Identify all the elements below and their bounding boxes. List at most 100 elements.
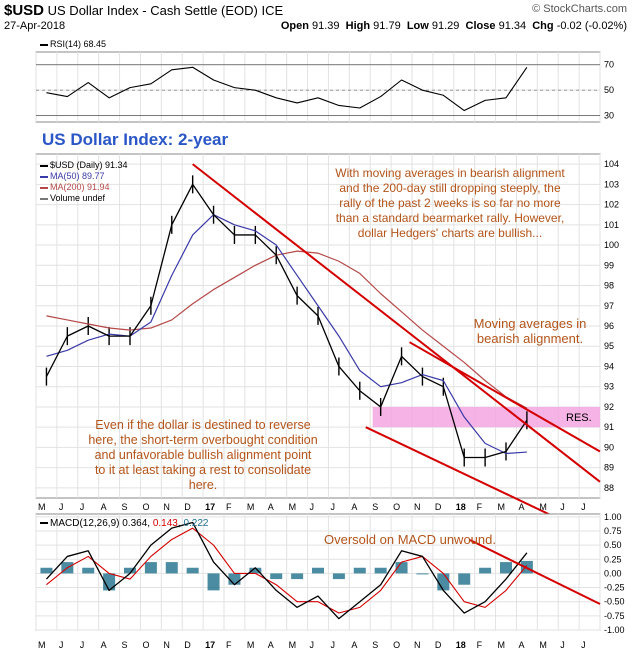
x-tick-label: M	[247, 502, 255, 512]
macd-label: MACD(12,26,9) 0.364, 0.143, 0.222	[40, 518, 208, 529]
x-tick-label: J	[59, 502, 64, 512]
y-tick-label: 89	[604, 463, 614, 473]
annotation-top: With moving averages in bearish alignmen…	[335, 166, 565, 240]
y-tick-label: 101	[604, 220, 619, 230]
x-tick-label: J	[330, 502, 335, 512]
x-tick-label: J	[330, 640, 335, 650]
macd-histogram-bar	[103, 573, 116, 591]
macd-histogram-bar	[312, 567, 324, 574]
y-tick-label: 99	[604, 260, 614, 270]
x-tick-label: A	[101, 502, 107, 512]
x-tick-label: N	[163, 502, 170, 512]
x-tick-label: O	[142, 640, 149, 650]
y-tick-label: 0.75	[604, 526, 622, 536]
x-tick-label: M	[498, 640, 506, 650]
macd-histogram-bar	[82, 567, 95, 574]
x-tick-label: J	[59, 640, 64, 650]
y-tick-label: 102	[604, 200, 619, 210]
legend-ma200: MA(200) 91.94	[40, 182, 128, 193]
signal-value: 0.143	[152, 518, 178, 529]
macd-signal-line	[46, 527, 528, 614]
macd-histogram-bar	[124, 567, 136, 574]
x-tick-label: J	[581, 502, 586, 512]
hist-value: 0.222	[183, 518, 209, 529]
macd-histogram-bar	[186, 567, 199, 574]
x-tick-label: N	[414, 640, 421, 650]
macd-histogram-bar	[207, 573, 220, 591]
x-tick-label: F	[477, 502, 483, 512]
x-tick-label: O	[393, 640, 400, 650]
legend-usd: $USD (Daily) 91.34	[40, 160, 128, 171]
macd-value: 0.364	[122, 518, 148, 529]
macd-histogram-bar	[40, 567, 53, 574]
x-tick-label: M	[539, 640, 547, 650]
resistance-zone	[372, 406, 600, 428]
x-tick-label: 18	[456, 502, 466, 512]
macd-histogram-bar	[291, 573, 304, 580]
macd-histogram-bar	[500, 562, 512, 574]
x-tick-label: A	[101, 640, 107, 650]
x-tick-label: D	[184, 502, 191, 512]
x-tick-label: J	[560, 640, 565, 650]
open-value: 91.39	[312, 20, 340, 32]
macd-histogram-bar	[395, 562, 408, 574]
y-tick-label: -1.00	[604, 625, 625, 635]
resistance-label: RES.	[566, 412, 592, 424]
y-tick-label: 94	[604, 361, 614, 371]
panel-frame-0	[35, 51, 601, 123]
annotation-ma: Moving averages in bearish alignment.	[473, 316, 587, 346]
annotation-bottom: Even if the dollar is destined to revers…	[88, 418, 318, 492]
x-tick-label: M	[289, 640, 297, 650]
downtrend-upper-line	[192, 163, 601, 483]
rsi-line	[46, 66, 528, 112]
macd-line	[45, 521, 528, 620]
y-tick-label: 0.00	[604, 568, 622, 578]
rsi-label: RSI(14) 68.45	[40, 39, 106, 50]
x-tick-label: M	[289, 502, 297, 512]
x-tick-label: A	[268, 640, 274, 650]
x-tick-label: J	[310, 502, 315, 512]
legend-volume: Volume undef	[40, 193, 128, 204]
x-tick-label: S	[122, 502, 128, 512]
macd-histogram-bar	[479, 567, 492, 574]
y-tick-label: 103	[604, 179, 619, 189]
y-tick-label: -0.50	[604, 597, 625, 607]
macd-histogram-bar	[249, 567, 262, 574]
price-line	[45, 183, 528, 459]
y-tick-label: 104	[604, 159, 619, 169]
ma200-line	[46, 250, 528, 409]
y-tick-label: 100	[604, 240, 619, 250]
x-tick-label: M	[38, 502, 46, 512]
macd-histogram-bar	[437, 573, 450, 591]
y-tick-label: 91	[604, 422, 614, 432]
y-tick-label: 1.00	[604, 512, 622, 522]
chart-date: 27-Apr-2018	[4, 20, 66, 32]
y-tick-label: 90	[604, 442, 614, 452]
x-tick-label: A	[518, 502, 524, 512]
price-panel-title: US Dollar Index: 2-year	[42, 130, 229, 149]
x-tick-label: A	[351, 502, 357, 512]
chart-symbol-line: $USD US Dollar Index - Cash Settle (EOD)…	[4, 2, 283, 19]
low-value: 91.29	[431, 20, 460, 32]
y-tick-label: 92	[604, 402, 614, 412]
price-legend: $USD (Daily) 91.34 MA(50) 89.77 MA(200) …	[40, 160, 128, 204]
macd-histogram-bar	[374, 567, 387, 574]
x-tick-label: D	[435, 640, 442, 650]
x-tick-label: M	[539, 502, 547, 512]
y-tick-label: -0.75	[604, 611, 625, 621]
ohlc-line: Open 91.39 High 91.79 Low 91.29 Close 91…	[280, 20, 627, 32]
x-tick-label: J	[80, 502, 85, 512]
legend-ma50: MA(50) 89.77	[40, 171, 128, 182]
x-tick-label: O	[142, 502, 149, 512]
instrument-name: US Dollar Index - Cash Settle (EOD)	[47, 3, 258, 18]
y-tick-label: 95	[604, 341, 614, 351]
macd-histogram-bar	[332, 573, 345, 580]
downtrend-second-line	[409, 341, 601, 453]
x-tick-label: J	[80, 640, 85, 650]
macd-histogram-bar	[270, 573, 283, 580]
x-tick-label: N	[414, 502, 421, 512]
x-tick-label: A	[518, 640, 524, 650]
y-tick-label: 0.25	[604, 554, 622, 564]
x-tick-label: F	[226, 502, 232, 512]
